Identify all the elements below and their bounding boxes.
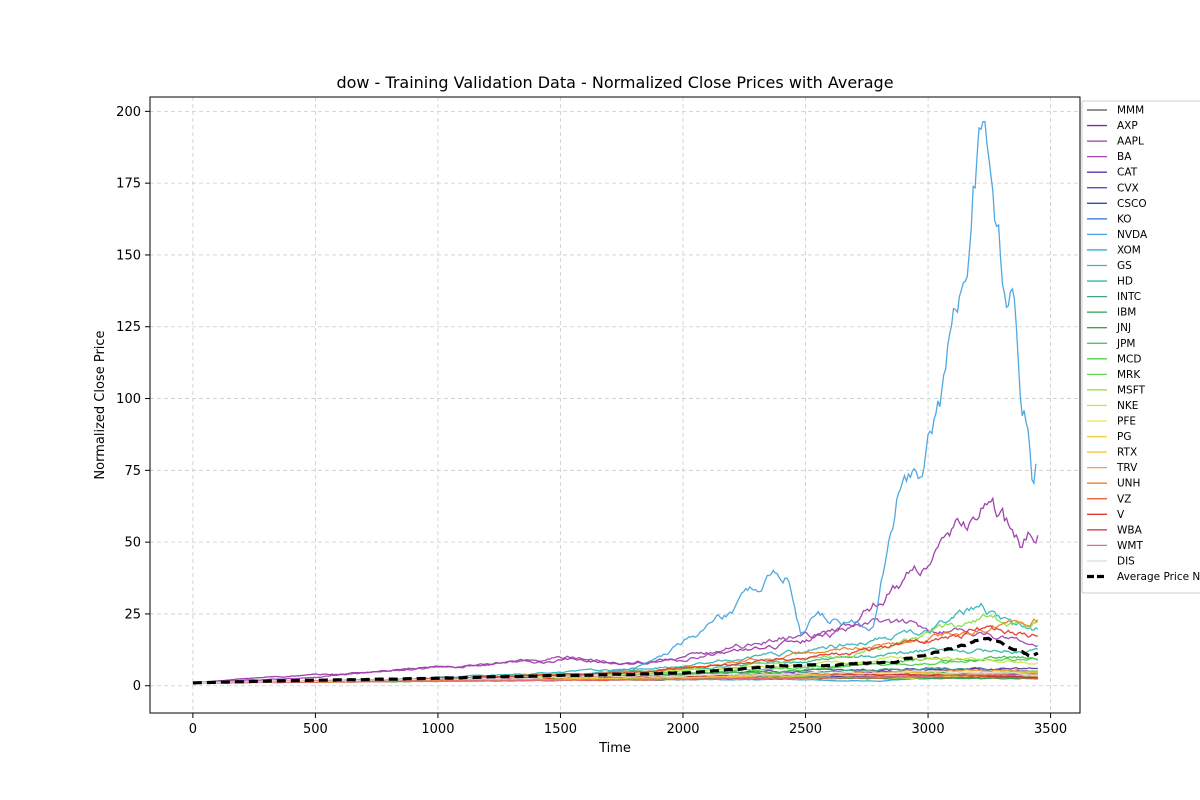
legend-label: INTC (1117, 291, 1141, 303)
legend-label: WMT (1117, 540, 1143, 552)
plot-frame (149, 96, 1081, 714)
legend-label: JPM (1116, 338, 1136, 350)
legend-label: CVX (1117, 182, 1139, 194)
series-lines (192, 120, 1039, 685)
legend-label: RTX (1117, 447, 1137, 459)
legend-label: VZ (1117, 493, 1131, 505)
x-tick-label: 3500 (1034, 722, 1067, 737)
y-tick-label: 50 (124, 536, 141, 551)
legend-label: PG (1117, 431, 1131, 443)
chart-title: dow - Training Validation Data - Normali… (336, 73, 893, 92)
legend-label: JNJ (1116, 322, 1131, 334)
y-tick-label: 100 (116, 392, 141, 407)
y-axis-ticks: 0 25 50 75 100 125 150 175 200 (116, 105, 150, 694)
legend-label: TRV (1116, 462, 1138, 474)
legend-label: CSCO (1117, 198, 1147, 210)
legend-label: MRK (1117, 369, 1141, 381)
y-tick-label: 150 (116, 248, 141, 263)
y-tick-label: 0 (133, 679, 141, 694)
legend-label: Average Price N (1117, 571, 1200, 583)
x-axis-label: Time (598, 741, 631, 756)
legend-label: GS (1117, 260, 1132, 272)
series-line-nvda (192, 120, 1037, 684)
grid-lines (150, 97, 1080, 713)
legend-box (1081, 100, 1200, 594)
legend-label: PFE (1117, 416, 1136, 428)
x-tick-label: 1000 (421, 722, 454, 737)
legend-label: HD (1117, 276, 1133, 288)
x-tick-label: 3000 (912, 722, 945, 737)
x-tick-label: 500 (303, 722, 328, 737)
legend-label: KO (1117, 213, 1132, 225)
y-axis-label: Normalized Close Price (93, 330, 108, 479)
y-tick-label: 200 (116, 105, 141, 120)
legend: MMM AXP AAPL BA CAT CVX CSCO KO NVDA XOM GS HD INTC I… (1081, 100, 1200, 594)
legend-label: NVDA (1117, 229, 1148, 241)
legend-label: UNH (1117, 478, 1140, 490)
y-tick-label: 75 (124, 464, 141, 479)
legend-label: BA (1117, 151, 1132, 163)
y-tick-label: 125 (116, 320, 141, 335)
legend-label: AAPL (1117, 136, 1144, 148)
legend-label: MSFT (1117, 384, 1146, 396)
y-tick-label: 175 (116, 177, 141, 192)
y-tick-label: 25 (124, 607, 141, 622)
x-tick-label: 2000 (666, 722, 699, 737)
x-tick-label: 2500 (789, 722, 822, 737)
x-tick-label: 0 (189, 722, 197, 737)
legend-label: MCD (1117, 353, 1141, 365)
legend-label: V (1117, 509, 1125, 521)
legend-label: MMM (1117, 105, 1144, 117)
legend-label: WBA (1117, 524, 1143, 536)
x-tick-label: 1500 (544, 722, 577, 737)
legend-label: XOM (1117, 244, 1141, 256)
legend-label: AXP (1117, 120, 1138, 132)
series-line-aapl (192, 496, 1039, 684)
x-axis-ticks: 0 500 1000 1500 2000 2500 3000 3500 (189, 713, 1067, 737)
average-price-line (192, 636, 1039, 685)
legend-label: NKE (1117, 400, 1138, 412)
series-line-ba (192, 617, 1038, 684)
legend-label: CAT (1117, 167, 1138, 179)
legend-label: DIS (1117, 555, 1135, 567)
legend-label: IBM (1117, 307, 1136, 319)
